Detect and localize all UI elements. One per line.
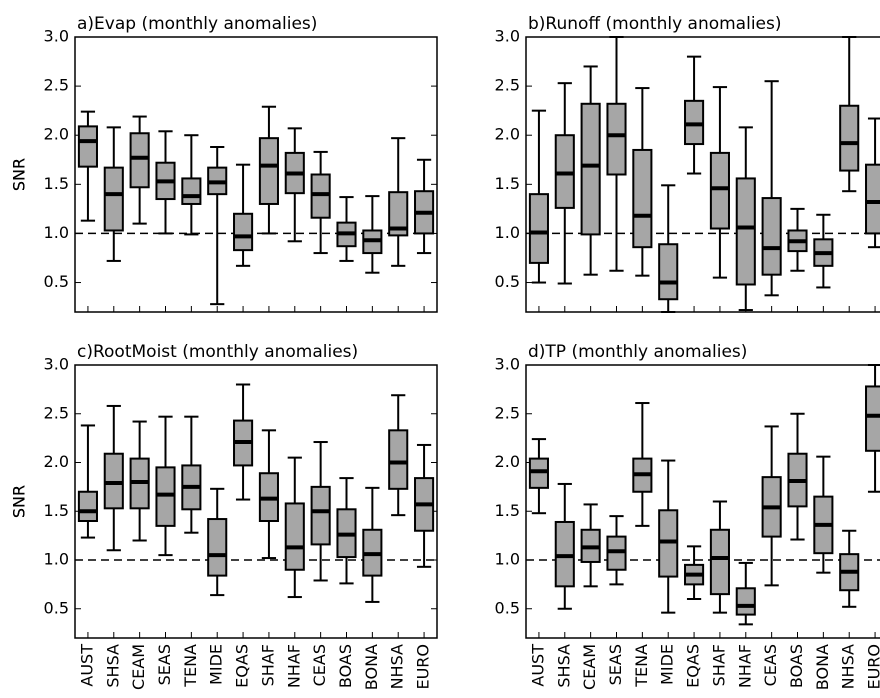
box [103, 166, 124, 232]
y-tick-label: 1.5 [495, 174, 520, 193]
panel-title: d)TP (monthly anomalies) [528, 342, 747, 362]
y-tick-label: 1.0 [44, 223, 69, 242]
y-tick-label: 1.0 [44, 550, 69, 569]
x-tick-label: EURO [865, 644, 880, 690]
y-tick-label: 3.0 [495, 355, 520, 374]
y-tick-label: 2.5 [44, 403, 69, 422]
box [658, 243, 679, 301]
box [580, 102, 601, 236]
box [181, 177, 202, 205]
x-tick-label: EQAS [684, 644, 703, 688]
y-tick-label: 1.5 [44, 174, 69, 193]
y-tick-label: 0.5 [44, 598, 69, 617]
y-axis-label: SNR [10, 485, 29, 518]
box [77, 125, 98, 168]
panel-title: c)RootMoist (monthly anomalies) [77, 342, 358, 362]
x-tick-label: CEAM [129, 644, 148, 690]
panel-title: a)Evap (monthly anomalies) [77, 14, 317, 34]
box [709, 151, 730, 230]
y-tick-label: 0.5 [495, 272, 520, 291]
x-tick-label: TENA [632, 644, 651, 688]
box [77, 490, 98, 522]
y-tick-label: 2.0 [44, 125, 69, 144]
y-tick-label: 3.0 [44, 27, 69, 46]
box [129, 132, 150, 189]
plot-frame [525, 36, 880, 313]
y-tick-label: 1.5 [44, 501, 69, 520]
x-tick-label: SEAS [155, 644, 174, 685]
x-tick-label: NHAF [284, 644, 303, 688]
x-tick-label: SHAF [709, 644, 728, 686]
y-tick-label: 1.5 [495, 501, 520, 520]
x-tick-label: AUST [77, 644, 96, 687]
x-tick-label: SEAS [606, 644, 625, 685]
box [528, 193, 549, 264]
box [310, 485, 331, 546]
box [207, 518, 228, 577]
plot-frame [74, 36, 438, 313]
y-axis-label: SNR [10, 158, 29, 191]
x-tick-label: MIDE [207, 644, 226, 685]
box [632, 148, 653, 249]
y-tick-label: 2.5 [495, 403, 520, 422]
box [761, 197, 782, 276]
x-tick-label: SHAF [258, 644, 277, 686]
box [865, 385, 880, 452]
box [735, 177, 756, 286]
y-tick-label: 2.5 [495, 76, 520, 95]
panel: c)RootMoist (monthly anomalies) SNR 0.5 1.0… [10, 342, 438, 690]
panel: a)Evap (monthly anomalies) SNR 0.5 1.0 1.5 2.… [10, 14, 438, 313]
x-tick-label: NHSA [388, 644, 407, 689]
panel-title: b)Runoff (monthly anomalies) [528, 14, 782, 34]
x-tick-label: TENA [181, 644, 200, 688]
x-tick-label: BONA [813, 644, 832, 690]
y-tick-label: 2.5 [44, 76, 69, 95]
box [709, 528, 730, 596]
y-tick-label: 2.0 [495, 452, 520, 471]
box [735, 587, 756, 616]
panel: d)TP (monthly anomalies) SNR 0.5 1.0 1.5 2.0 2… [10, 342, 880, 690]
x-tick-label: AUST [528, 644, 547, 687]
box [388, 191, 409, 237]
y-tick-label: 2.0 [495, 125, 520, 144]
x-tick-label: SHSA [554, 644, 573, 688]
y-axis-label: SNR [10, 485, 29, 518]
x-tick-label: EQAS [233, 644, 252, 688]
box [839, 104, 860, 172]
x-tick-label: CEAS [310, 644, 329, 686]
x-tick-label: SHSA [103, 644, 122, 688]
x-tick-label: BOAS [787, 644, 806, 688]
plot-frame [525, 364, 880, 639]
plot-frame [74, 364, 438, 639]
x-tick-label: BOAS [336, 644, 355, 688]
y-tick-label: 0.5 [495, 598, 520, 617]
x-tick-label: CEAS [761, 644, 780, 686]
y-tick-label: 1.0 [495, 550, 520, 569]
x-tick-label: CEAM [580, 644, 599, 690]
y-tick-label: 3.0 [495, 27, 520, 46]
box [865, 163, 880, 235]
y-tick-label: 1.0 [495, 223, 520, 242]
box [388, 429, 409, 490]
x-tick-label: NHSA [839, 644, 858, 689]
box [258, 137, 279, 205]
box [284, 502, 305, 571]
panel: b)Runoff (monthly anomalies) SNR 0.5 1.0 1.5… [10, 14, 880, 313]
box [233, 212, 254, 252]
y-axis-label: SNR [10, 158, 29, 191]
x-tick-label: MIDE [658, 644, 677, 685]
x-tick-label: NHAF [735, 644, 754, 688]
y-tick-label: 3.0 [44, 355, 69, 374]
box [606, 102, 627, 176]
y-tick-label: 0.5 [44, 272, 69, 291]
y-tick-label: 2.0 [44, 452, 69, 471]
x-tick-label: BONA [362, 644, 381, 690]
x-tick-label: EURO [414, 644, 433, 690]
